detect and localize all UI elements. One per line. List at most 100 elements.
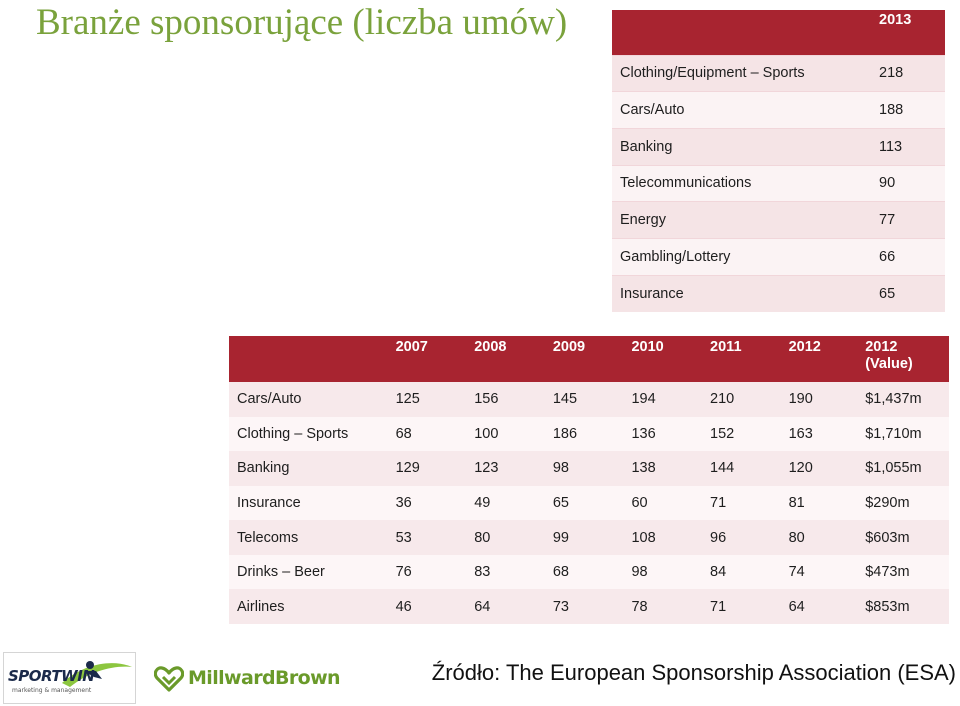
row-year-value: 190 — [782, 382, 862, 417]
heart-icon — [154, 666, 184, 692]
source-citation: Źródło: The European Sponsorship Associa… — [431, 660, 956, 685]
table-row: Cars/Auto 125 156 145 194 210 190 $1,437m — [229, 382, 949, 417]
table-2013: 2013 Clothing/Equipment – Sports 218 Cars… — [612, 10, 945, 312]
row-label: Insurance — [229, 485, 390, 521]
row-label: Airlines — [229, 589, 390, 624]
row-year-value: 136 — [625, 416, 705, 452]
header-year: 2012 — [782, 336, 862, 382]
row-label: Telecoms — [229, 520, 390, 555]
row-year-value: 65 — [546, 485, 626, 521]
row-year-value: 156 — [468, 382, 547, 417]
row-label: Energy — [612, 201, 874, 239]
sportwin-swoosh-icon — [62, 661, 132, 687]
page-title: Branże sponsorujące (liczba umów) — [36, 2, 568, 43]
table-2007-2012: 2007 2008 2009 2010 2011 2012 2012 (Valu… — [229, 336, 949, 624]
sportwin-wordmark: SPORTWIN — [8, 667, 95, 685]
row-label: Clothing – Sports — [229, 416, 390, 452]
row-year-value: 68 — [546, 554, 626, 590]
row-year-value: 74 — [782, 554, 862, 590]
header-empty-cell — [612, 10, 874, 55]
table-row: Energy 77 — [612, 201, 945, 239]
row-label: Gambling/Lottery — [612, 238, 874, 276]
table-row: Telecoms 53 80 99 108 96 80 $603m — [229, 520, 949, 555]
row-deal-value: $853m — [861, 589, 949, 624]
row-year-value: 78 — [625, 589, 705, 624]
row-label: Cars/Auto — [612, 91, 874, 129]
row-year-value: 96 — [704, 520, 783, 555]
header-year: 2011 — [704, 336, 783, 382]
row-year-value: 138 — [625, 451, 705, 486]
header-year: 2010 — [625, 336, 705, 382]
table-header-row: 2007 2008 2009 2010 2011 2012 2012 (Valu… — [229, 336, 949, 382]
row-year-value: 81 — [782, 485, 862, 521]
row-year-value: 64 — [468, 589, 547, 624]
header-2013: 2013 — [874, 10, 945, 55]
row-value: 65 — [874, 274, 945, 312]
row-year-value: 76 — [389, 554, 469, 590]
table-row: Cars/Auto 188 — [612, 91, 945, 129]
table-row: Drinks – Beer 76 83 68 98 84 74 $473m — [229, 554, 949, 590]
row-year-value: 80 — [782, 520, 862, 555]
row-year-value: 108 — [625, 520, 705, 555]
row-year-value: 80 — [468, 520, 547, 555]
row-year-value: 186 — [546, 416, 626, 452]
table-row: Telecommunications 90 — [612, 164, 945, 202]
row-deal-value: $1,437m — [861, 382, 949, 417]
row-deal-value: $603m — [861, 520, 949, 555]
row-year-value: 194 — [625, 382, 705, 417]
row-year-value: 60 — [625, 485, 705, 521]
row-value: 188 — [874, 91, 945, 129]
header-empty-cell — [229, 336, 390, 382]
row-year-value: 120 — [782, 451, 862, 486]
row-year-value: 144 — [704, 451, 783, 486]
sportwin-logo: SPORTWIN marketing & management — [3, 652, 136, 704]
row-deal-value: $473m — [861, 554, 949, 590]
row-value: 77 — [874, 201, 945, 239]
table-row: Banking 113 — [612, 127, 945, 166]
row-value: 113 — [874, 127, 945, 166]
row-year-value: 123 — [468, 451, 547, 486]
row-year-value: 73 — [546, 589, 626, 624]
row-value: 90 — [874, 164, 945, 202]
row-deal-value: $1,055m — [861, 451, 949, 486]
table-row: Insurance 36 49 65 60 71 81 $290m — [229, 485, 949, 521]
row-year-value: 53 — [389, 520, 469, 555]
millwardbrown-wordmark: MillwardBrown — [188, 667, 341, 689]
row-year-value: 99 — [546, 520, 626, 555]
row-year-value: 83 — [468, 554, 547, 590]
table-row: Airlines 46 64 73 78 71 64 $853m — [229, 589, 949, 624]
row-year-value: 71 — [704, 485, 783, 521]
row-value: 66 — [874, 238, 945, 276]
header-year: 2009 — [546, 336, 626, 382]
sportwin-tagline: marketing & management — [12, 687, 92, 694]
row-year-value: 98 — [546, 451, 626, 486]
table-header-row: 2013 — [612, 10, 945, 55]
row-year-value: 129 — [389, 451, 469, 486]
table-row: Banking 129 123 98 138 144 120 $1,055m — [229, 451, 949, 486]
row-deal-value: $1,710m — [861, 416, 949, 452]
row-label: Drinks – Beer — [229, 554, 390, 590]
row-year-value: 68 — [389, 416, 469, 452]
row-label: Insurance — [612, 274, 874, 312]
row-year-value: 100 — [468, 416, 547, 452]
row-year-value: 49 — [468, 485, 547, 521]
row-label: Cars/Auto — [229, 382, 390, 417]
table-row: Clothing/Equipment – Sports 218 — [612, 54, 945, 92]
row-year-value: 71 — [704, 589, 783, 624]
row-year-value: 145 — [546, 382, 626, 417]
row-label: Banking — [229, 451, 390, 486]
header-year: 2007 — [389, 336, 469, 382]
millwardbrown-logo: MillwardBrown — [154, 664, 344, 694]
table-row: Insurance 65 — [612, 274, 945, 312]
row-year-value: 84 — [704, 554, 783, 590]
header-value: 2012 (Value) — [861, 336, 949, 382]
row-year-value: 46 — [389, 589, 469, 624]
row-year-value: 64 — [782, 589, 862, 624]
row-year-value: 98 — [625, 554, 705, 590]
row-year-value: 163 — [782, 416, 862, 452]
row-label: Banking — [612, 127, 874, 166]
header-year: 2008 — [468, 336, 547, 382]
table-row: Clothing – Sports 68 100 186 136 152 163 $1,710… — [229, 416, 949, 452]
row-value: 218 — [874, 54, 945, 92]
row-deal-value: $290m — [861, 485, 949, 521]
